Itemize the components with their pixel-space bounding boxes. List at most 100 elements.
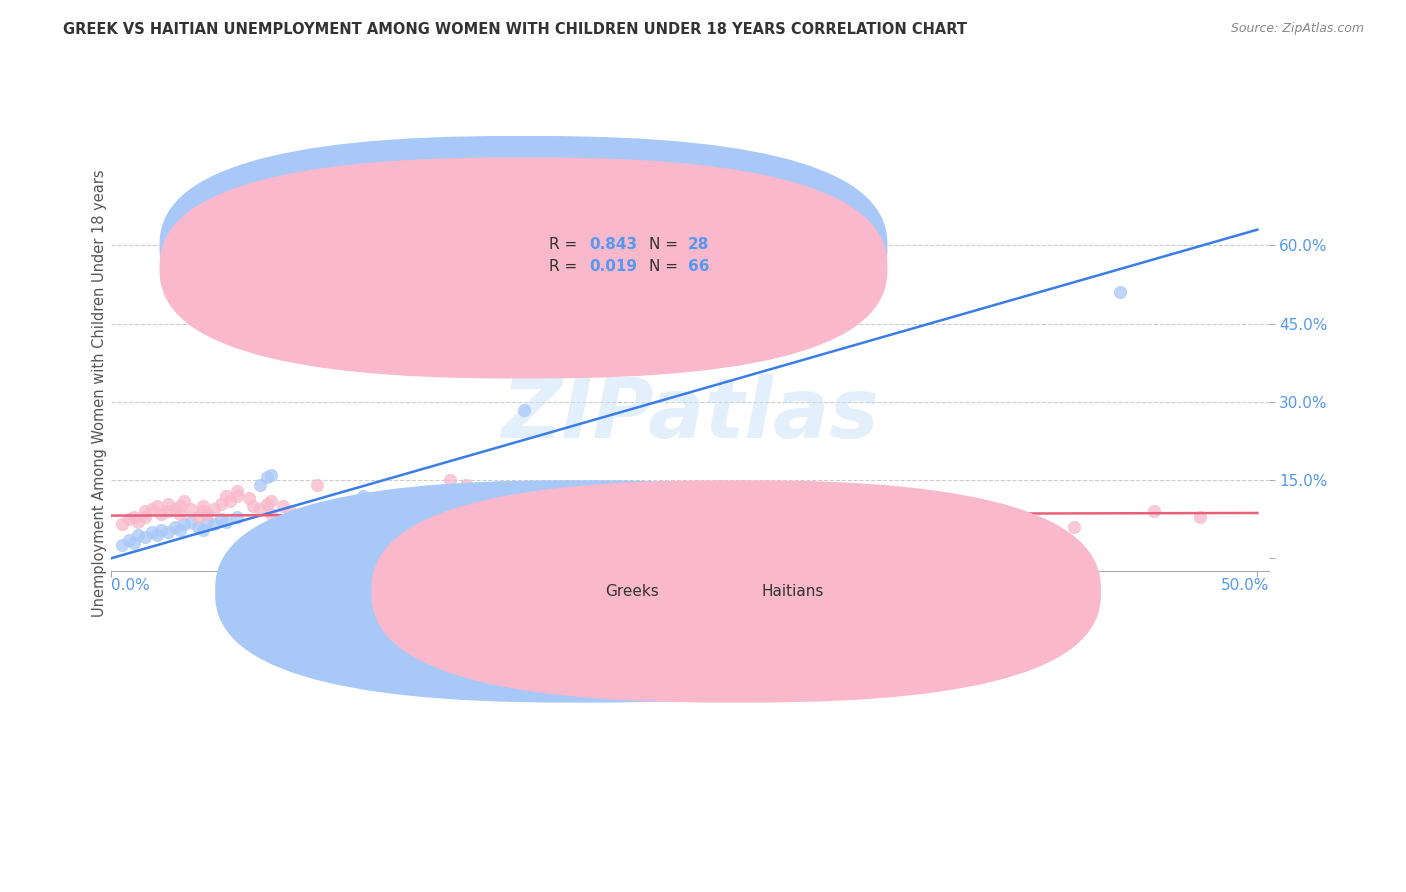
Point [375,515,398,529]
Point [948,504,970,518]
Point [318,535,340,549]
Y-axis label: Unemployment Among Women with Children Under 18 years: Unemployment Among Women with Children U… [93,169,107,616]
Point [271,541,294,555]
Text: N =: N = [650,259,683,274]
Text: R =: R = [548,237,582,252]
Point [141,525,163,540]
Point [134,509,156,524]
Point [547,515,569,529]
Point [157,497,180,511]
Point [226,509,249,524]
Text: Greeks: Greeks [606,583,659,599]
Point [127,528,149,542]
Point [340,517,363,532]
Point [195,515,218,529]
Point [329,507,352,521]
Point [209,497,232,511]
Point [398,504,420,518]
Point [165,501,187,516]
Point [226,489,249,503]
FancyBboxPatch shape [371,480,1101,703]
Point [232,538,254,552]
Point [157,525,180,540]
Point [173,494,195,508]
Point [191,523,214,537]
Text: R =: R = [548,259,582,274]
Point [311,509,333,524]
Point [1063,520,1085,534]
Point [118,512,141,526]
Point [288,509,311,524]
FancyBboxPatch shape [215,480,945,703]
Point [409,499,432,513]
Point [260,467,283,482]
Point [271,499,294,513]
Point [238,533,260,547]
Point [673,515,696,529]
Point [127,515,149,529]
Point [141,501,163,516]
Point [256,470,278,484]
FancyBboxPatch shape [159,136,887,357]
Point [242,499,264,513]
Text: 0.0%: 0.0% [111,578,149,592]
Text: 66: 66 [688,259,709,274]
Point [180,515,202,529]
Point [146,528,169,542]
Text: N =: N = [650,237,683,252]
Text: ZIPatlas: ZIPatlas [501,374,879,455]
Point [605,351,627,365]
Point [295,535,318,549]
Point [463,483,485,498]
Text: Source: ZipAtlas.com: Source: ZipAtlas.com [1230,22,1364,36]
Point [301,512,323,526]
Point [173,517,195,532]
Point [214,489,236,503]
Point [249,501,271,516]
Point [456,478,478,492]
Point [471,486,494,500]
Point [260,507,283,521]
Point [512,402,534,417]
Point [352,509,374,524]
Point [558,517,581,532]
Point [420,489,443,503]
Point [191,499,214,513]
Point [1143,504,1166,518]
Point [536,520,558,534]
Point [329,531,352,545]
FancyBboxPatch shape [488,230,742,280]
Point [157,504,180,518]
Text: Haitians: Haitians [762,583,824,599]
Point [489,509,512,524]
Text: 0.019: 0.019 [589,259,637,274]
Point [387,509,409,524]
Point [432,483,454,498]
Point [307,478,329,492]
Point [1108,285,1130,300]
Point [226,483,249,498]
Point [214,515,236,529]
Point [318,515,340,529]
Point [347,504,370,518]
Point [187,520,209,534]
Point [501,501,523,516]
Point [799,512,821,526]
Point [278,504,301,518]
Text: 50.0%: 50.0% [1220,578,1268,592]
Point [122,509,145,524]
Point [134,531,156,545]
Point [439,473,461,487]
Point [329,512,352,526]
Point [512,517,534,532]
Point [352,489,374,503]
Point [249,478,271,492]
Point [187,509,209,524]
Point [260,494,283,508]
FancyBboxPatch shape [159,157,887,378]
Point [420,509,443,524]
Point [118,533,141,547]
Point [209,512,232,526]
Point [165,520,187,534]
Point [1017,515,1039,529]
